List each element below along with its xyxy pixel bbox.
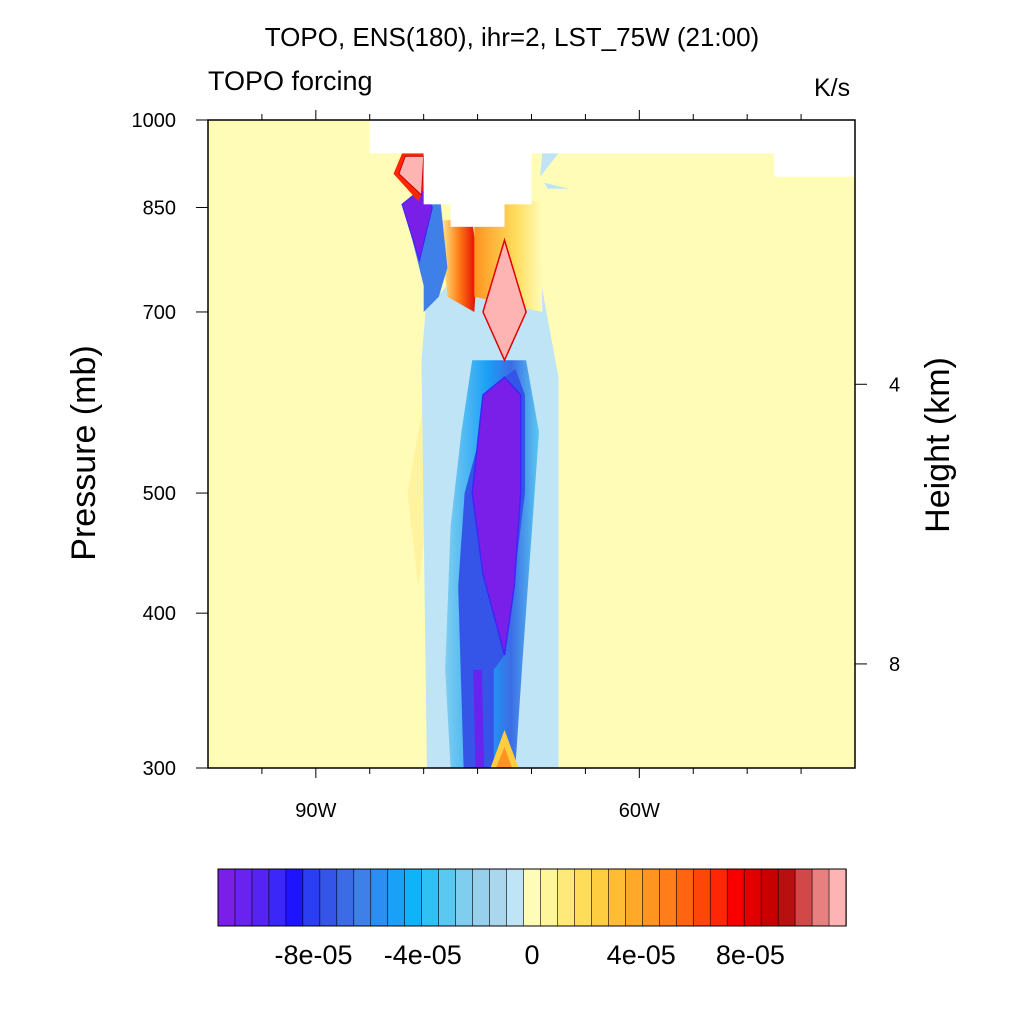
y2-tick-label: 4 bbox=[889, 374, 900, 396]
y-tick-label: 300 bbox=[143, 758, 176, 780]
colorbar-frame bbox=[217, 868, 847, 927]
y-tick-label: 1000 bbox=[132, 110, 177, 132]
y-tick-label: 400 bbox=[143, 603, 176, 625]
colorbar-swatch bbox=[319, 868, 338, 927]
colorbar-swatch bbox=[353, 868, 372, 927]
colorbar-swatch bbox=[658, 868, 677, 927]
terrain-mask-3 bbox=[774, 120, 855, 177]
colorbar-swatch bbox=[675, 868, 694, 927]
colorbar-swatch bbox=[370, 868, 389, 927]
colorbar-swatch bbox=[489, 868, 508, 927]
colorbar-swatch bbox=[625, 868, 644, 927]
colorbar-swatch bbox=[794, 868, 813, 927]
upper-cooling-streak bbox=[473, 669, 485, 768]
colorbar-swatch bbox=[268, 868, 287, 927]
colorbar-swatch bbox=[574, 868, 593, 927]
colorbar-swatch bbox=[642, 868, 660, 927]
units-label: K/s bbox=[814, 74, 851, 102]
colorbar-swatch bbox=[540, 868, 559, 927]
chart-title: TOPO, ENS(180), ihr=2, LST_75W (21:00) bbox=[264, 22, 760, 52]
colorbar-swatch bbox=[421, 868, 440, 927]
heating-diamond bbox=[482, 237, 527, 363]
colorbar-tick-label: -4e-05 bbox=[384, 940, 462, 970]
colorbar-swatch bbox=[404, 868, 423, 927]
colorbar-tick-label: 8e-05 bbox=[716, 940, 785, 970]
colorbar-swatch bbox=[557, 868, 576, 927]
colorbar-swatch bbox=[472, 868, 491, 927]
cooling-core bbox=[471, 376, 522, 656]
colorbar-swatch bbox=[828, 868, 847, 927]
y-tick-label: 500 bbox=[143, 483, 176, 505]
y2-tick-label: 8 bbox=[889, 654, 900, 676]
colorbar-swatch bbox=[455, 868, 474, 927]
colorbar-tick-label: 4e-05 bbox=[607, 940, 676, 970]
x-tick-label: 90W bbox=[295, 800, 336, 822]
colorbar-swatch bbox=[523, 868, 542, 927]
weak-heating-tongue bbox=[407, 394, 426, 587]
colorbar-swatch bbox=[506, 868, 525, 927]
colorbar-swatch bbox=[709, 868, 728, 927]
near-surface-cooling-b bbox=[540, 153, 559, 177]
colorbar-swatch bbox=[251, 868, 270, 927]
colorbar-swatch bbox=[811, 868, 830, 927]
colorbar-swatch bbox=[336, 868, 355, 927]
colorbar-swatch bbox=[302, 868, 321, 927]
colorbar-swatch bbox=[234, 868, 253, 927]
colorbar-swatch bbox=[387, 868, 406, 927]
low-heating-blob bbox=[398, 155, 425, 197]
colorbar-tick-label: 0 bbox=[524, 940, 539, 970]
y-tick-label: 700 bbox=[143, 302, 176, 324]
colorbar-swatch bbox=[726, 868, 745, 927]
left-string: TOPO forcing bbox=[208, 66, 373, 96]
colorbar-swatch bbox=[438, 868, 457, 927]
x-tick-label: 60W bbox=[619, 800, 660, 822]
colorbar-swatch bbox=[285, 868, 304, 927]
colorbar-swatch bbox=[692, 868, 711, 927]
lower-heating-left bbox=[439, 220, 478, 312]
colorbar-swatch bbox=[760, 868, 779, 927]
terrain-mask-2 bbox=[450, 120, 505, 227]
colorbar-swatch bbox=[217, 868, 236, 927]
colorbar-swatch bbox=[743, 868, 762, 927]
colorbar-swatch bbox=[591, 868, 610, 927]
colorbar-swatch bbox=[608, 868, 627, 927]
y-tick-label: 850 bbox=[143, 197, 176, 219]
colorbar-swatch bbox=[777, 868, 796, 927]
colorbar-tick-label: -8e-05 bbox=[275, 940, 353, 970]
upper-heating-core bbox=[495, 746, 513, 768]
near-surface-cooling-a bbox=[544, 182, 570, 189]
